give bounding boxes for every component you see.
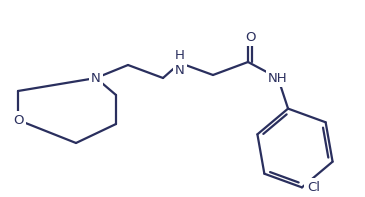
- Text: O: O: [13, 113, 23, 126]
- Text: H
N: H N: [175, 49, 185, 77]
- Text: O: O: [245, 31, 255, 44]
- Text: NH: NH: [268, 72, 288, 85]
- Text: Cl: Cl: [307, 181, 320, 194]
- Text: N: N: [91, 72, 101, 85]
